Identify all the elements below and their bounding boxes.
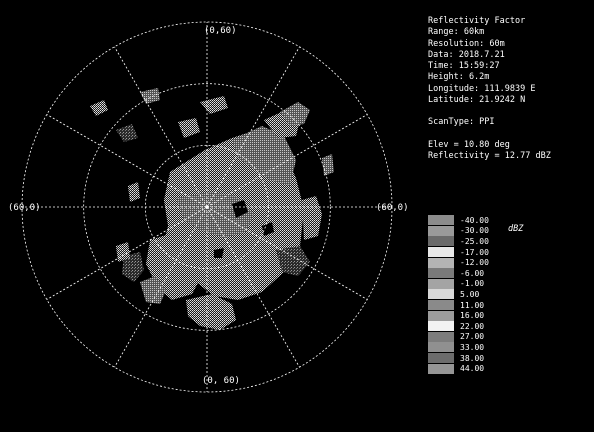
legend-row: 5.00: [428, 289, 489, 300]
legend-swatch: [428, 268, 454, 279]
legend-swatch: [428, 331, 454, 342]
latitude-value: Latitude: 21.9242 N: [428, 95, 526, 106]
legend-label: 16.00: [460, 311, 485, 321]
legend-row: -40.00: [428, 215, 489, 226]
legend-label: 27.00: [460, 332, 485, 342]
azimuth-spoke: [206, 206, 368, 300]
radar-ppi-display: [21, 21, 393, 393]
azimuth-spoke: [114, 206, 208, 368]
legend-swatch: [428, 310, 454, 321]
legend-swatch: [428, 215, 454, 226]
legend-label: 22.00: [460, 321, 485, 331]
azimuth-spoke: [206, 114, 368, 208]
azimuth-spoke: [206, 206, 300, 368]
legend-row: -25.00: [428, 236, 489, 247]
legend-label: -40.00: [460, 215, 489, 225]
range-value: Range: 60km: [428, 27, 485, 38]
azimuth-spoke: [206, 46, 300, 208]
legend-swatch: [428, 225, 454, 236]
legend-row: -6.00: [428, 268, 489, 279]
legend-row: 22.00: [428, 321, 489, 332]
legend-label: 33.00: [460, 342, 485, 352]
reflectivity-value: Reflectivity = 12.77 dBZ: [428, 150, 551, 161]
axis-label-right: (60,0): [376, 203, 409, 213]
legend-label: 11.00: [460, 300, 485, 310]
scan-type-value: ScanType: PPI: [428, 117, 495, 128]
resolution-value: Resolution: 60m: [428, 38, 505, 49]
axis-label-top: (0,60): [204, 26, 237, 36]
axis-label-bottom: (0, 60): [202, 376, 240, 386]
legend-swatch: [428, 300, 454, 311]
longitude-value: Longitude: 111.9839 E: [428, 83, 536, 94]
legend-row: 11.00: [428, 300, 489, 311]
color-legend: -40.00 -30.00 -25.00 -17.00 -12.00 -6.00 -1.00…: [428, 215, 489, 374]
legend-row: 16.00: [428, 310, 489, 321]
axis-label-left: (60,0): [8, 203, 41, 213]
scan-info-panel: Reflectivity Factor Range: 60km Resoluti…: [428, 16, 551, 162]
legend-label: -1.00: [460, 279, 485, 289]
legend-swatch: [428, 257, 454, 268]
legend-label: 38.00: [460, 353, 485, 363]
legend-row: -30.00: [428, 225, 489, 237]
legend-unit: dBZ: [508, 224, 524, 234]
polar-range-grid: [21, 21, 393, 393]
legend-row: -1.00: [428, 278, 489, 290]
legend-label: -30.00: [460, 226, 489, 236]
legend-row: 44.00: [428, 363, 489, 374]
legend-label: -12.00: [460, 258, 489, 268]
legend-swatch: [428, 342, 454, 353]
legend-swatch: [428, 236, 454, 247]
legend-swatch: [428, 353, 454, 364]
height-value: Height: 6.2m: [428, 72, 490, 83]
legend-label: -17.00: [460, 247, 489, 257]
range-ring: [83, 83, 331, 331]
legend-row: 38.00: [428, 353, 489, 364]
legend-swatch: [428, 278, 454, 289]
legend-row: -12.00: [428, 257, 489, 268]
legend-row: -17.00: [428, 247, 489, 258]
legend-row: 27.00: [428, 331, 489, 343]
azimuth-spoke: [46, 114, 208, 208]
legend-label: 5.00: [460, 289, 480, 299]
legend-swatch: [428, 247, 454, 258]
product-name: Reflectivity Factor: [428, 16, 526, 26]
legend-label: -6.00: [460, 268, 485, 278]
time-value: Time: 15:59:27: [428, 61, 500, 72]
reflectivity-echoes: [90, 88, 334, 330]
legend-label: -25.00: [460, 236, 489, 246]
legend-swatch: [428, 289, 454, 300]
legend-swatch: [428, 321, 454, 332]
legend-row: 33.00: [428, 342, 489, 353]
azimuth-spoke: [46, 206, 208, 300]
legend-label: 44.00: [460, 364, 485, 374]
legend-swatch: [428, 363, 454, 374]
date-value: Data: 2018.7.21: [428, 49, 505, 60]
elevation-value: Elev = 10.80 deg: [428, 139, 510, 150]
azimuth-spoke: [114, 46, 208, 208]
